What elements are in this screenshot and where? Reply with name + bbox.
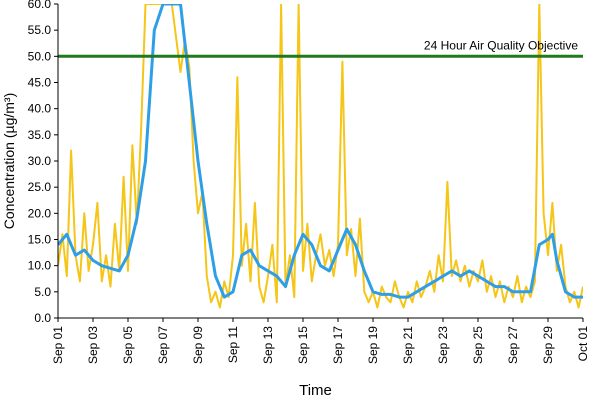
y-tick-label: 35.0	[28, 128, 52, 142]
series-layer	[58, 4, 583, 309]
plot-area	[58, 4, 583, 309]
x-tick-label: Sep 27	[506, 326, 520, 364]
objective-annotation: 24 Hour Air Quality Objective	[424, 38, 578, 52]
x-tick-label: Sep 09	[191, 326, 205, 364]
y-tick-label: 20.0	[28, 206, 52, 220]
y-tick-label: 30.0	[28, 154, 52, 168]
rolling-24h-mean-line	[58, 4, 583, 299]
x-tick-label: Sep 07	[156, 326, 170, 364]
y-tick-label: 10.0	[28, 259, 52, 273]
y-tick-label: 0.0	[34, 311, 51, 325]
y-tick-label: 15.0	[28, 233, 52, 247]
x-ticks: Sep 01 Sep 03 Sep 05 Sep 07 Sep 09 Sep 11 Sep …	[51, 318, 590, 364]
x-tick-label: Sep 17	[331, 326, 345, 364]
x-tick-label: Sep 15	[296, 326, 310, 364]
y-tick-label: 45.0	[28, 76, 52, 90]
x-tick-label: Oct 01	[576, 326, 590, 362]
y-tick-label: 25.0	[28, 180, 52, 194]
x-tick-label: Sep 21	[401, 326, 415, 364]
x-tick-label: Sep 01	[51, 326, 65, 364]
y-tick-label: 60.0	[28, 0, 52, 11]
x-tick-label: Sep 19	[366, 326, 380, 364]
x-tick-label: Sep 29	[541, 326, 555, 364]
x-tick-label: Sep 13	[261, 326, 275, 364]
x-tick-label: Sep 11	[226, 326, 240, 363]
x-axis-label: Time	[299, 382, 332, 399]
x-tick-label: Sep 25	[471, 326, 485, 364]
y-tick-label: 50.0	[28, 49, 52, 63]
x-tick-label: Sep 03	[86, 326, 100, 364]
y-tick-label: 55.0	[28, 23, 52, 37]
y-axis-label: Concentration (µg/m³)	[1, 93, 17, 229]
y-tick-label: 40.0	[28, 102, 52, 116]
y-ticks: 0.0 5.0 10.0 15.0 20.0 25.0 30.0 35.0 40.0 45.0 50…	[28, 0, 58, 325]
x-tick-label: Sep 23	[436, 326, 450, 364]
x-tick-label: Sep 05	[121, 326, 135, 364]
y-tick-label: 5.0	[34, 285, 51, 299]
